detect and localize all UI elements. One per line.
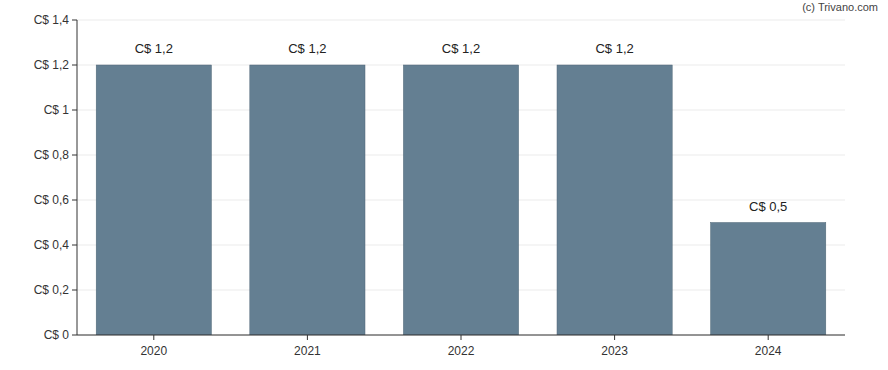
x-tick-label: 2022 [448, 344, 475, 358]
y-tick [72, 110, 77, 111]
data-label: C$ 1,2 [595, 41, 633, 56]
x-tick [153, 335, 154, 340]
data-label: C$ 0,5 [749, 199, 787, 214]
bar [711, 223, 826, 336]
x-tick-label: 2021 [294, 344, 321, 358]
data-label: C$ 1,2 [135, 41, 173, 56]
y-tick-label: C$ 0,2 [34, 283, 70, 297]
bar [403, 65, 518, 335]
y-tick-label: C$ 1 [44, 103, 70, 117]
x-tick-label: 2024 [755, 344, 782, 358]
y-axis [77, 20, 78, 335]
bar [250, 65, 365, 335]
x-tick-label: 2023 [601, 344, 628, 358]
x-tick [768, 335, 769, 340]
y-tick-label: C$ 0,8 [34, 148, 70, 162]
y-tick [72, 290, 77, 291]
x-tick [461, 335, 462, 340]
y-tick [72, 20, 77, 21]
y-tick [72, 245, 77, 246]
grid-line [77, 20, 845, 21]
y-tick-label: C$ 1,2 [34, 58, 70, 72]
y-tick [72, 65, 77, 66]
bar [96, 65, 211, 335]
bars [96, 65, 826, 335]
x-tick-label: 2020 [140, 344, 167, 358]
data-label: C$ 1,2 [442, 41, 480, 56]
annotation: (c) Trivano.com [802, 1, 878, 13]
data-label: C$ 1,2 [288, 41, 326, 56]
bar [557, 65, 672, 335]
y-tick-label: C$ 0,4 [34, 238, 70, 252]
y-tick-label: C$ 0 [44, 328, 70, 342]
y-tick [72, 200, 77, 201]
y-tick [72, 335, 77, 336]
x-tick [307, 335, 308, 340]
y-tick-label: C$ 1,4 [34, 13, 70, 27]
x-tick [614, 335, 615, 340]
chart-svg: C$ 0 C$ 0,2 C$ 0,4 C$ 0,6 C$ 0,8 C$ 1 C$ 1,2 C$… [0, 0, 888, 370]
y-tick-label: C$ 0,6 [34, 193, 70, 207]
y-tick [72, 155, 77, 156]
chart-container: C$ 0 C$ 0,2 C$ 0,4 C$ 0,6 C$ 0,8 C$ 1 C$ 1,2 C$… [0, 0, 888, 370]
